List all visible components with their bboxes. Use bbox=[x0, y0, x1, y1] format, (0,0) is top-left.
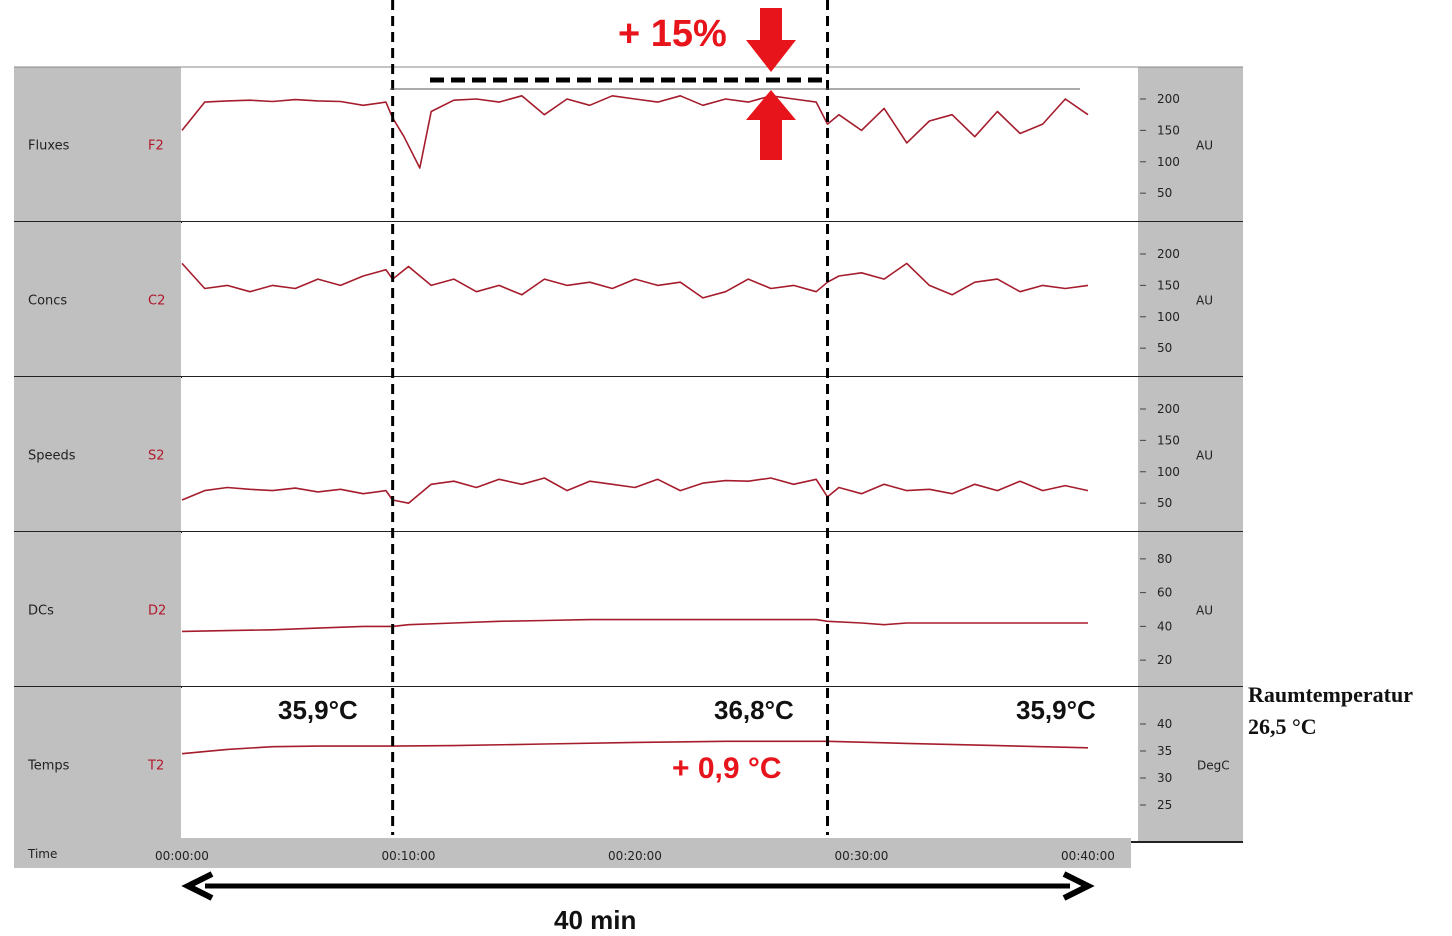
panel-plot-area bbox=[182, 687, 1138, 842]
panel-label-box bbox=[14, 687, 181, 842]
panel-backgrounds bbox=[14, 66, 1243, 843]
panel-scale-box bbox=[1138, 222, 1243, 377]
y-tick-label: 40 bbox=[1157, 619, 1172, 633]
temp-peak-label: 36,8°C bbox=[714, 695, 794, 725]
panel-code: T2 bbox=[147, 759, 164, 774]
panel-scale-box bbox=[1138, 687, 1243, 842]
series-line-T2 bbox=[181, 740, 1089, 755]
panel-unit: DegC bbox=[1197, 759, 1230, 773]
flux-delta-label: + 15% bbox=[618, 13, 727, 55]
series-line-S2 bbox=[181, 477, 1089, 505]
series-line-C2 bbox=[181, 262, 1089, 299]
panel-name: Fluxes bbox=[28, 139, 70, 154]
room-temp-title: Raumtemperatur bbox=[1248, 682, 1413, 707]
panel-label-box bbox=[14, 532, 181, 687]
temp-start-label: 35,9°C bbox=[278, 695, 358, 725]
panel-code: S2 bbox=[148, 449, 165, 464]
time-tick-label: 00:00:00 bbox=[155, 849, 209, 863]
y-tick-label: 200 bbox=[1157, 247, 1180, 261]
y-tick-label: 35 bbox=[1157, 744, 1172, 758]
panel-name: Concs bbox=[28, 294, 67, 309]
y-tick-label: 40 bbox=[1157, 717, 1172, 731]
temp-delta-label: + 0,9 °C bbox=[672, 752, 782, 785]
time-axis: Time 00:00:00 00:10:00 00:20:00 00:30:00 00:… bbox=[14, 838, 1131, 868]
panel-name: Temps bbox=[27, 759, 70, 774]
panel-scale-box bbox=[1138, 532, 1243, 687]
y-tick-label: 80 bbox=[1157, 552, 1172, 566]
panel-code: F2 bbox=[148, 139, 164, 154]
y-tick-label: 50 bbox=[1157, 186, 1172, 200]
y-tick-label: 100 bbox=[1157, 465, 1180, 479]
y-tick-label: 30 bbox=[1157, 771, 1172, 785]
duration-label: 40 min bbox=[554, 905, 636, 935]
panel-label-box bbox=[14, 67, 181, 222]
time-axis-label: Time bbox=[27, 847, 57, 861]
y-tick-label: 150 bbox=[1157, 278, 1180, 292]
panel-scale-box bbox=[1138, 377, 1243, 532]
arrow-up-icon bbox=[746, 90, 796, 160]
arrow-right-icon bbox=[1062, 871, 1095, 901]
panel-code: C2 bbox=[148, 294, 165, 309]
phase-markers bbox=[391, 0, 830, 835]
y-tick-label: 100 bbox=[1157, 310, 1180, 324]
panel-unit: AU bbox=[1196, 604, 1213, 618]
panel-plot-area bbox=[182, 67, 1138, 222]
duration-annotation: 40 min bbox=[181, 871, 1095, 935]
panel-scale-box bbox=[1138, 67, 1243, 222]
series-line-D2 bbox=[181, 618, 1088, 633]
series-line-F2 bbox=[181, 95, 1089, 169]
flux-annotation: + 15% bbox=[390, 8, 1080, 160]
y-tick-label: 50 bbox=[1157, 496, 1172, 510]
y-tick-label: 20 bbox=[1157, 653, 1172, 667]
panel-unit: AU bbox=[1196, 139, 1213, 153]
y-tick-label: 150 bbox=[1157, 433, 1180, 447]
time-tick-label: 00:40:00 bbox=[1061, 849, 1115, 863]
time-tick-label: 00:30:00 bbox=[835, 849, 889, 863]
y-tick-label: 200 bbox=[1157, 402, 1180, 416]
panel-plot-area bbox=[182, 532, 1138, 687]
time-axis-band bbox=[14, 838, 1131, 868]
y-tick-label: 25 bbox=[1157, 798, 1172, 812]
panel-plot-area bbox=[182, 377, 1138, 532]
panel-code: D2 bbox=[148, 604, 166, 619]
room-temp-value: 26,5 °C bbox=[1248, 714, 1317, 739]
panel-unit: AU bbox=[1196, 449, 1213, 463]
y-tick-label: 200 bbox=[1157, 92, 1180, 106]
signal-traces bbox=[181, 95, 1089, 755]
panel-labels-and-ticks: Fluxes F2 AU 200 150 100 50 Concs C2 AU 200 150 100 5… bbox=[27, 92, 1230, 812]
time-tick-label: 00:20:00 bbox=[608, 849, 662, 863]
y-tick-label: 50 bbox=[1157, 341, 1172, 355]
panel-label-box bbox=[14, 222, 181, 377]
temperature-annotations: 35,9°C 36,8°C 35,9°C + 0,9 °C Raumtemper… bbox=[278, 682, 1413, 785]
arrow-down-icon bbox=[746, 8, 796, 72]
temp-end-label: 35,9°C bbox=[1016, 695, 1096, 725]
time-tick-label: 00:10:00 bbox=[382, 849, 436, 863]
y-tick-label: 150 bbox=[1157, 123, 1180, 137]
panel-name: DCs bbox=[28, 604, 54, 619]
panel-unit: AU bbox=[1196, 294, 1213, 308]
panel-label-box bbox=[14, 377, 181, 532]
time-tick-labels: 00:00:00 00:10:00 00:20:00 00:30:00 00:40:00 bbox=[155, 849, 1115, 863]
arrow-left-icon bbox=[181, 871, 214, 901]
y-tick-label: 100 bbox=[1157, 155, 1180, 169]
panel-plot-area bbox=[182, 222, 1138, 377]
panel-name: Speeds bbox=[28, 449, 76, 464]
y-tick-label: 60 bbox=[1157, 586, 1172, 600]
